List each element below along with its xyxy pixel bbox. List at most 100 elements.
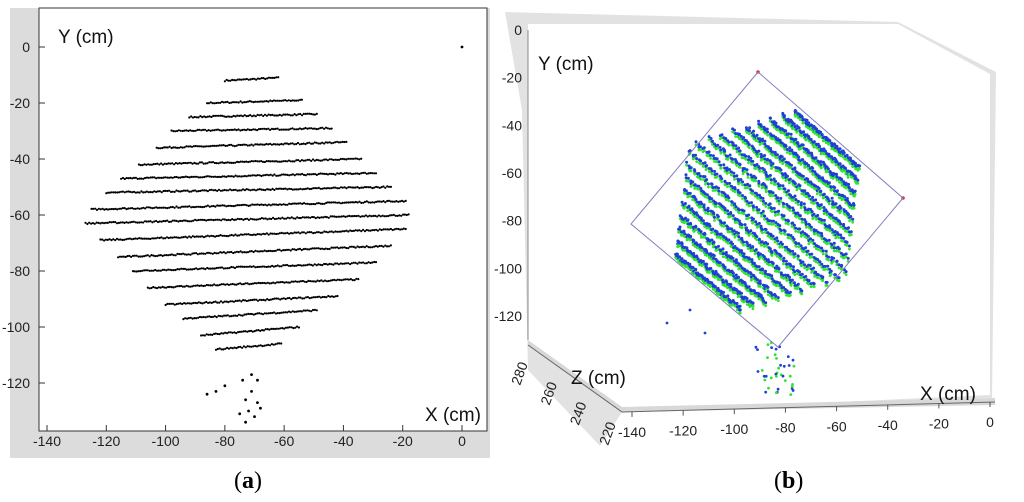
- panel-a-point: [286, 231, 289, 234]
- panel-b-x-tick-label: -60: [826, 418, 846, 434]
- panel-a-point: [300, 142, 303, 146]
- panel-a-point: [228, 128, 231, 132]
- panel-a-point: [147, 206, 150, 209]
- panel-a-point: [322, 280, 325, 283]
- panel-a-point: [287, 281, 290, 284]
- panel-a-point: [247, 233, 250, 236]
- panel-b-point-blue: [849, 158, 853, 162]
- panel-a-point: [325, 280, 328, 283]
- panel-a-point: [341, 172, 344, 176]
- panel-a-point: [311, 308, 315, 312]
- panel-b-point-blue: [683, 202, 687, 205]
- panel-b-point-green: [761, 270, 764, 274]
- panel-a-point: [133, 270, 136, 273]
- panel-b-point-green: [778, 160, 782, 164]
- panel-a-point: [246, 265, 250, 268]
- panel-a-point: [175, 205, 178, 208]
- panel-a-point: [282, 173, 285, 176]
- panel-a-point: [221, 175, 224, 178]
- panel-a-point: [228, 315, 231, 318]
- panel-b-point-green: [712, 260, 715, 263]
- panel-a-point: [256, 233, 259, 236]
- panel-a-point: [147, 220, 150, 223]
- panel-a-point: [244, 346, 247, 349]
- panel-b-point-green: [810, 228, 813, 232]
- panel-a-point: [161, 254, 164, 257]
- panel-a-point: [260, 233, 263, 236]
- panel-a-point: [184, 219, 187, 222]
- panel-a-point: [363, 200, 367, 203]
- panel-a-point: [263, 113, 267, 116]
- panel-a-point: [218, 218, 221, 221]
- panel-a-point: [269, 128, 272, 131]
- panel-a-point: [139, 164, 142, 167]
- panel-a-point: [276, 312, 279, 315]
- panel-b-point-blue: [742, 209, 746, 213]
- panel-a-point: [345, 187, 348, 190]
- panel-a-point: [326, 231, 330, 234]
- panel-a-point: [404, 227, 407, 231]
- panel-a-point: [114, 221, 117, 224]
- panel-a-point: [88, 221, 91, 224]
- panel-a-point: [317, 159, 320, 162]
- panel-a-point: [362, 228, 365, 231]
- panel-a-point: [249, 174, 252, 177]
- panel-a-point: [271, 311, 274, 315]
- panel-b-point-blue: [841, 224, 845, 228]
- panel-a-point: [207, 129, 210, 132]
- panel-a-point: [169, 176, 173, 179]
- panel-a-point: [402, 213, 405, 216]
- panel-a-point: [166, 189, 169, 193]
- panel-b-point-blue: [752, 129, 756, 133]
- panel-a-point: [237, 282, 240, 285]
- panel-b-point-blue: [752, 205, 755, 209]
- panel-a-point: [372, 214, 375, 217]
- panel-b-point-blue: [806, 234, 810, 238]
- panel-a-point: [295, 310, 298, 313]
- panel-b-point-blue: [769, 178, 773, 182]
- panel-a-point: [327, 294, 330, 298]
- panel-a-point: [223, 188, 226, 192]
- panel-b-point-blue: [717, 160, 721, 164]
- panel-a-point: [160, 220, 163, 223]
- panel-a-point: [223, 161, 226, 165]
- panel-a-point: [198, 315, 202, 319]
- panel-b-point-green: [713, 219, 716, 222]
- panel-a-point: [303, 297, 306, 300]
- panel-b-point-green: [828, 157, 831, 161]
- panel-a-point: [195, 116, 198, 119]
- panel-a-point: [313, 247, 316, 250]
- panel-b-point-blue: [845, 240, 849, 244]
- panel-a-point: [186, 302, 189, 305]
- panel-a-point: [204, 252, 207, 255]
- panel-b-point-blue: [686, 176, 690, 180]
- panel-b-point-green: [752, 208, 755, 212]
- panel-b-point-blue: [783, 187, 787, 191]
- panel-a-point: [140, 177, 143, 180]
- panel-a-point: [240, 217, 243, 221]
- panel-a-point: [136, 237, 139, 240]
- panel-a-point: [200, 334, 203, 337]
- panel-a-point: [382, 245, 385, 248]
- panel-a-point: [336, 201, 339, 204]
- panel-a-point: [259, 127, 262, 131]
- panel-a-point: [286, 326, 289, 329]
- panel-b-point-blue: [769, 116, 772, 120]
- panel-a-point: [330, 295, 334, 298]
- panel-a-point: [289, 160, 292, 163]
- panel-a-point: [311, 215, 314, 219]
- panel-b-point-green: [742, 212, 746, 216]
- panel-a-point: [306, 309, 309, 312]
- panel-a-point: [233, 251, 237, 254]
- panel-a-point: [265, 344, 268, 347]
- panel-a-point: [332, 201, 335, 204]
- panel-a-point: [252, 128, 255, 131]
- panel-a-point: [397, 200, 400, 203]
- panel-b-point-blue: [747, 213, 751, 217]
- panel-a-point: [273, 217, 276, 221]
- panel-a-point: [334, 295, 337, 298]
- panel-a-point: [348, 245, 352, 248]
- panel-a-point: [167, 236, 170, 240]
- panel-a-point: [178, 253, 181, 256]
- panel-a-point: [367, 261, 370, 264]
